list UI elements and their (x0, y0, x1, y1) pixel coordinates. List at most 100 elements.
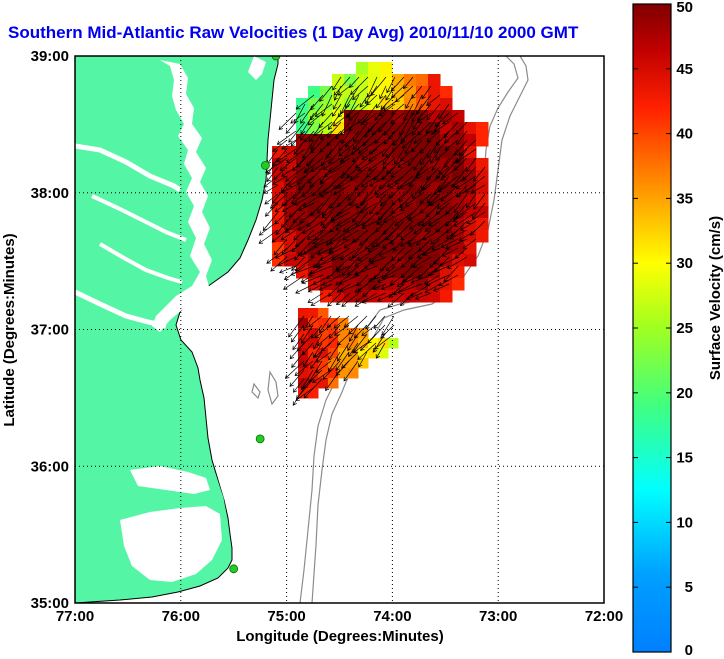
velocity-cell (298, 378, 309, 389)
velocity-cell (320, 230, 333, 243)
velocity-arrow (458, 139, 477, 156)
velocity-arrow (339, 283, 360, 293)
velocity-arrow (367, 324, 386, 344)
velocity-arrow (393, 238, 405, 252)
velocity-arrow (292, 378, 305, 393)
velocity-arrow (335, 202, 360, 217)
y-tick-label: 38:00 (31, 185, 69, 202)
x-axis-label: Longitude (Degrees:Minutes) (236, 628, 444, 645)
velocity-arrow (442, 247, 459, 257)
velocity-cell (308, 122, 321, 135)
velocity-cell (332, 74, 345, 87)
velocity-arrow (427, 184, 441, 204)
velocity-arrow (330, 211, 351, 223)
velocity-arrow (426, 166, 441, 181)
velocity-arrow (258, 229, 279, 244)
velocity-arrow (420, 148, 432, 166)
velocity-cell (368, 74, 381, 87)
velocity-arrow (411, 184, 423, 200)
velocity-cell (440, 158, 453, 171)
velocity-arrow (377, 202, 396, 221)
velocity-arrow (411, 85, 423, 99)
velocity-cell (440, 146, 453, 159)
velocity-arrow (319, 85, 333, 102)
velocity-arrow (311, 324, 323, 339)
velocity-cell (358, 338, 369, 349)
velocity-arrow (322, 360, 341, 380)
velocity-cell (308, 242, 321, 255)
velocity-arrow (292, 211, 306, 224)
velocity-arrow (400, 229, 414, 241)
velocity-cell (392, 266, 405, 279)
velocity-cell (308, 358, 319, 369)
velocity-arrow (279, 157, 297, 172)
map-grid (75, 56, 604, 603)
velocity-arrow (383, 211, 405, 224)
velocity-arrow (292, 333, 305, 351)
velocity-arrow (379, 85, 387, 100)
velocity-arrow (413, 220, 432, 235)
velocity-arrow (294, 193, 315, 206)
y-tick-label: 35:00 (31, 595, 69, 612)
velocity-arrow (411, 139, 423, 153)
velocity-cell (440, 278, 453, 291)
velocity-arrow (399, 112, 414, 136)
velocity-arrow (289, 369, 305, 387)
velocity-arrow (473, 166, 486, 182)
velocity-arrow (340, 148, 360, 162)
velocity-cell (318, 308, 329, 319)
velocity-cell (380, 110, 393, 123)
velocity-arrow (310, 94, 324, 111)
velocity-cell (428, 74, 441, 87)
velocity-cell (392, 86, 405, 99)
velocity-arrow (444, 130, 459, 144)
y-tick-label: 39:00 (31, 48, 69, 65)
velocity-arrow (394, 148, 405, 165)
james-river (75, 289, 167, 329)
velocity-arrow (331, 247, 351, 260)
velocity-arrow (443, 121, 459, 139)
velocity-cell (368, 348, 379, 359)
velocity-cell (308, 368, 319, 379)
velocity-arrow (347, 333, 359, 351)
velocity-arrow (374, 184, 387, 195)
velocity-arrow (360, 184, 378, 206)
velocity-cell (416, 254, 429, 267)
velocity-cell (358, 358, 369, 369)
velocity-arrow (397, 283, 423, 294)
velocity-arrow (297, 166, 315, 186)
velocity-arrow (319, 139, 333, 153)
velocity-arrow (345, 130, 360, 148)
velocity-arrow (318, 283, 333, 291)
velocity-arrow (283, 274, 306, 290)
velocity-arrow (426, 130, 441, 143)
radar-stations (229, 56, 281, 574)
velocity-arrow (357, 157, 378, 171)
velocity-arrow (430, 148, 441, 164)
velocity-cell (298, 388, 309, 399)
velocity-arrow (316, 351, 332, 363)
velocity-arrow (433, 184, 450, 195)
velocity-cell (356, 74, 369, 87)
velocity-arrow (273, 166, 288, 181)
velocity-cell (392, 110, 405, 123)
velocity-cell (344, 134, 357, 147)
velocity-arrow (299, 247, 315, 257)
velocity-arrow (370, 76, 387, 97)
velocity-arrow (340, 247, 360, 261)
velocity-arrow (361, 220, 378, 229)
velocity-arrow (306, 211, 324, 228)
velocity-arrow (326, 229, 342, 246)
velocity-arrow (462, 238, 477, 249)
velocity-arrow (369, 256, 387, 265)
velocity-arrow (310, 157, 333, 172)
colorbar-tick-label: 45 (676, 61, 693, 78)
velocity-arrow (279, 265, 297, 274)
chesapeake-bay (152, 60, 212, 332)
velocity-cell (348, 348, 359, 359)
velocity-cell (328, 338, 339, 349)
velocity-arrow (445, 211, 459, 227)
velocity-arrow (285, 166, 306, 182)
velocity-arrow (312, 229, 333, 244)
velocity-arrow (302, 193, 324, 207)
